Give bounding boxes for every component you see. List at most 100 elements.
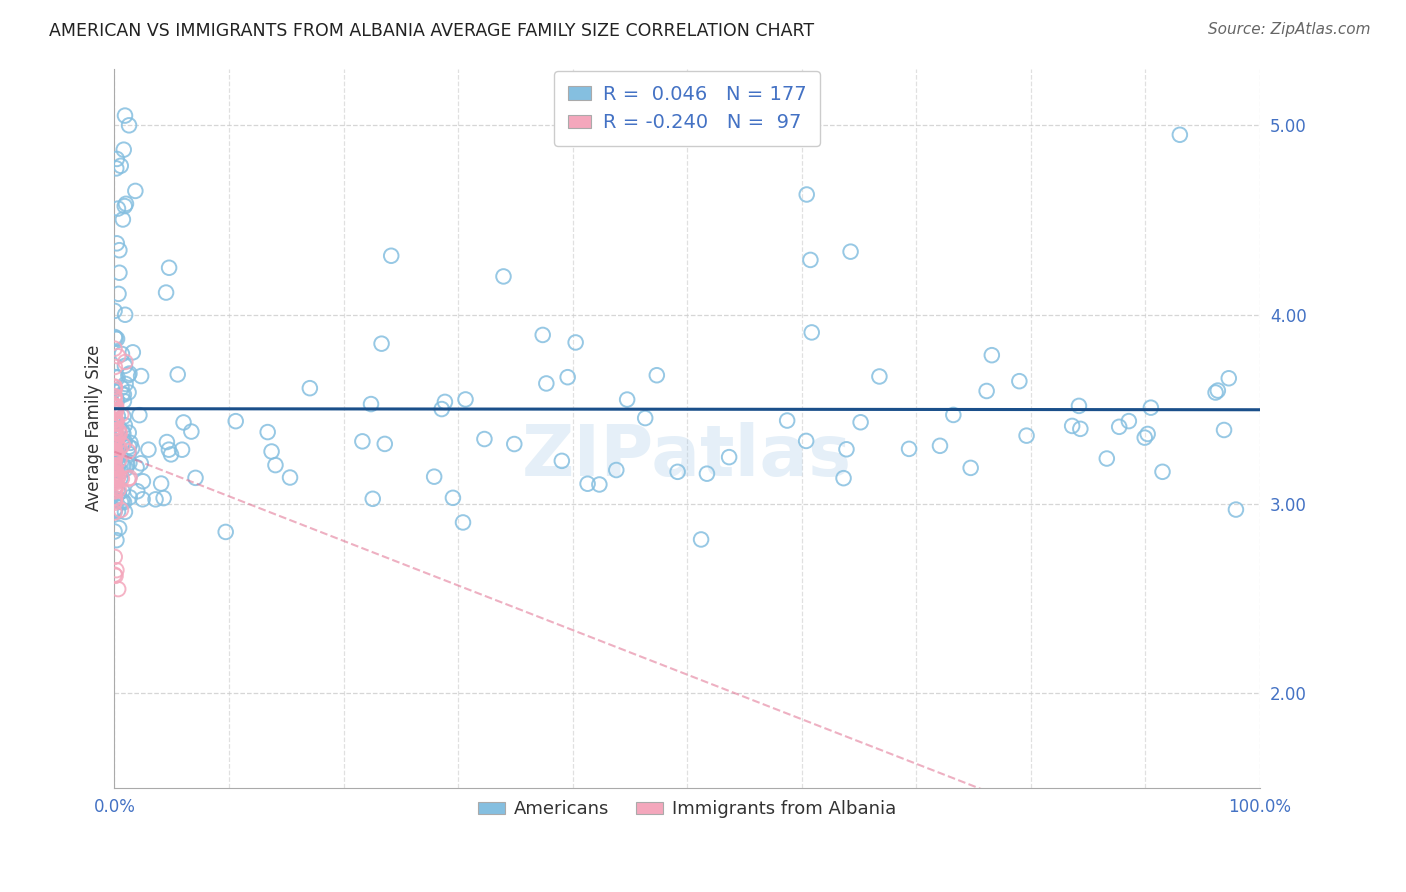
Point bbox=[215, 524, 238, 539]
Point bbox=[105, 393, 128, 408]
Point bbox=[111, 436, 134, 450]
Point bbox=[104, 400, 127, 414]
Point bbox=[184, 471, 207, 485]
Point bbox=[103, 470, 125, 484]
Point bbox=[104, 478, 127, 492]
Point bbox=[114, 359, 136, 373]
Point bbox=[103, 463, 125, 477]
Point bbox=[1206, 384, 1229, 398]
Point bbox=[104, 430, 127, 444]
Point bbox=[118, 440, 141, 454]
Point bbox=[105, 399, 128, 413]
Point bbox=[564, 335, 586, 350]
Point bbox=[441, 491, 464, 505]
Point bbox=[118, 447, 141, 461]
Point bbox=[225, 414, 247, 428]
Point bbox=[103, 437, 125, 451]
Point bbox=[107, 469, 129, 483]
Point bbox=[616, 392, 638, 407]
Point bbox=[278, 470, 301, 484]
Point bbox=[110, 454, 132, 468]
Point bbox=[118, 367, 141, 381]
Point bbox=[1152, 465, 1174, 479]
Point bbox=[103, 413, 125, 427]
Point bbox=[104, 434, 127, 449]
Point bbox=[1108, 419, 1130, 434]
Point bbox=[103, 392, 125, 406]
Text: Source: ZipAtlas.com: Source: ZipAtlas.com bbox=[1208, 22, 1371, 37]
Point bbox=[1168, 128, 1191, 142]
Point bbox=[666, 465, 689, 479]
Point bbox=[433, 395, 456, 409]
Point bbox=[454, 392, 477, 407]
Point bbox=[108, 425, 131, 439]
Point bbox=[103, 567, 125, 582]
Point bbox=[1008, 374, 1031, 388]
Point bbox=[114, 308, 136, 322]
Point bbox=[370, 336, 392, 351]
Point bbox=[105, 563, 128, 577]
Point bbox=[108, 426, 131, 441]
Point bbox=[696, 467, 718, 481]
Point bbox=[114, 376, 136, 391]
Point bbox=[111, 483, 134, 498]
Point bbox=[264, 458, 287, 472]
Point bbox=[1015, 428, 1038, 442]
Point bbox=[1133, 431, 1156, 445]
Point bbox=[121, 442, 143, 456]
Point bbox=[104, 494, 127, 508]
Point bbox=[103, 491, 125, 506]
Point bbox=[588, 477, 610, 491]
Point bbox=[103, 475, 125, 489]
Point bbox=[103, 379, 125, 393]
Point bbox=[125, 460, 148, 475]
Point bbox=[256, 425, 278, 439]
Point bbox=[103, 443, 125, 458]
Point bbox=[110, 408, 132, 422]
Point bbox=[104, 370, 127, 384]
Point bbox=[111, 387, 134, 401]
Point bbox=[103, 467, 125, 482]
Point bbox=[832, 471, 855, 485]
Point bbox=[103, 383, 125, 397]
Point bbox=[104, 380, 127, 394]
Point bbox=[107, 409, 129, 424]
Point bbox=[103, 399, 125, 413]
Point bbox=[474, 432, 496, 446]
Point bbox=[103, 460, 125, 475]
Point bbox=[112, 495, 135, 509]
Point bbox=[152, 491, 174, 505]
Point bbox=[112, 394, 135, 409]
Point bbox=[104, 404, 127, 418]
Point bbox=[118, 456, 141, 470]
Point bbox=[104, 450, 127, 464]
Point bbox=[131, 492, 153, 507]
Point bbox=[103, 342, 125, 356]
Point bbox=[170, 442, 193, 457]
Point bbox=[103, 445, 125, 459]
Point bbox=[576, 476, 599, 491]
Point bbox=[118, 118, 141, 132]
Point bbox=[103, 475, 125, 489]
Point bbox=[138, 442, 160, 457]
Point bbox=[107, 443, 129, 458]
Point bbox=[110, 503, 132, 517]
Point bbox=[794, 434, 817, 448]
Point bbox=[104, 462, 127, 476]
Text: ZIPatlas: ZIPatlas bbox=[522, 423, 852, 491]
Point bbox=[103, 454, 125, 468]
Point bbox=[111, 438, 134, 452]
Point bbox=[108, 441, 131, 455]
Point bbox=[114, 199, 136, 213]
Point bbox=[112, 387, 135, 401]
Point bbox=[112, 409, 135, 424]
Point bbox=[104, 445, 127, 459]
Point bbox=[103, 506, 125, 520]
Point bbox=[849, 415, 872, 429]
Point bbox=[352, 434, 374, 449]
Point bbox=[103, 456, 125, 470]
Point bbox=[111, 347, 134, 361]
Point bbox=[107, 370, 129, 384]
Point bbox=[103, 434, 125, 449]
Point bbox=[1213, 423, 1236, 437]
